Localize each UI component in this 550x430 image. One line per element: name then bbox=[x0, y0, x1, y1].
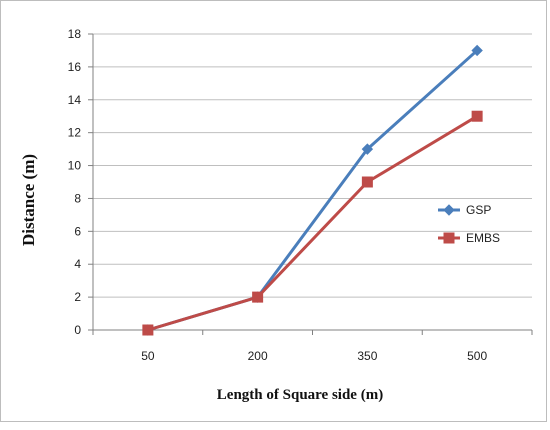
axes bbox=[88, 33, 533, 335]
point-gsp bbox=[471, 44, 483, 57]
point-embs bbox=[252, 291, 264, 303]
y-tick-label: 12 bbox=[68, 126, 82, 140]
y-tick-label: 8 bbox=[74, 191, 81, 205]
y-axis-title: Distance (m) bbox=[19, 154, 38, 246]
legend-marker-gsp bbox=[443, 204, 455, 216]
y-tick-label: 18 bbox=[68, 27, 82, 41]
y-tick-label: 0 bbox=[74, 323, 81, 337]
series-lines bbox=[142, 44, 483, 336]
x-tick-label: 200 bbox=[248, 349, 268, 363]
legend-label-embs: EMBS bbox=[466, 231, 500, 245]
point-gsp bbox=[361, 143, 374, 155]
x-tick-label: 50 bbox=[141, 349, 155, 363]
x-tick-label: 350 bbox=[357, 349, 377, 363]
y-tick-label: 6 bbox=[74, 224, 81, 238]
legend-label-gsp: GSP bbox=[466, 203, 491, 217]
point-embs bbox=[142, 324, 154, 336]
tick-labels: 0 2 4 6 8 10 12 14 16 18 50 200 350 500 bbox=[68, 27, 488, 363]
y-tick-label: 2 bbox=[74, 290, 81, 304]
gridlines bbox=[93, 33, 532, 298]
legend-marker-embs bbox=[443, 232, 455, 244]
y-tick-label: 10 bbox=[68, 159, 82, 173]
point-embs bbox=[471, 110, 483, 122]
y-tick-label: 14 bbox=[68, 93, 82, 107]
x-axis-title: Length of Square side (m) bbox=[217, 387, 383, 403]
series-line-embs bbox=[147, 114, 478, 332]
legend: GSP EMBS bbox=[438, 203, 500, 245]
x-tick-label: 500 bbox=[467, 349, 487, 363]
point-embs bbox=[361, 176, 373, 188]
y-tick-label: 4 bbox=[74, 257, 81, 271]
y-tick-label: 16 bbox=[68, 60, 82, 74]
